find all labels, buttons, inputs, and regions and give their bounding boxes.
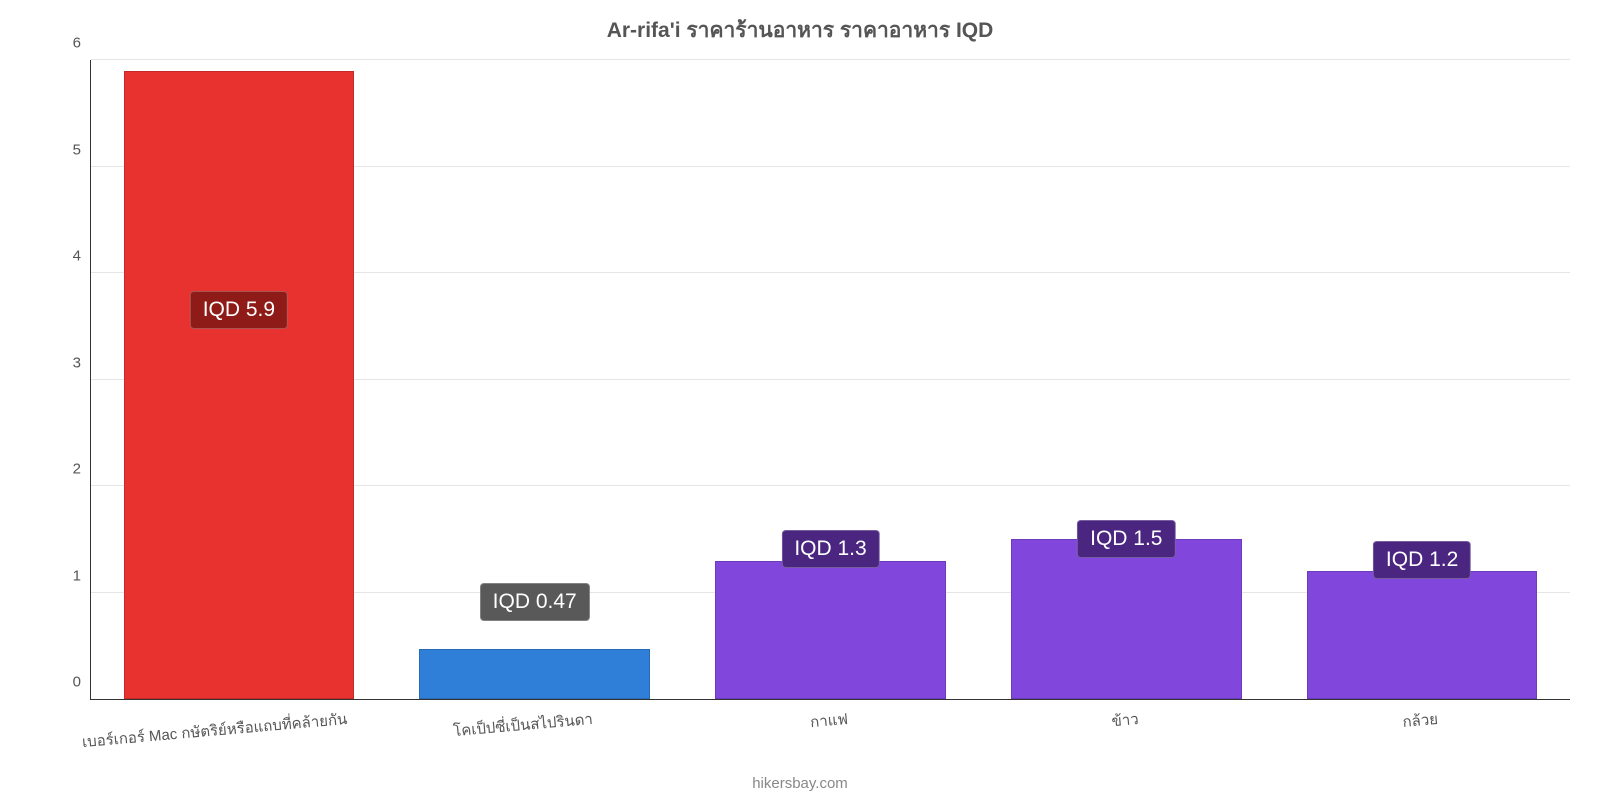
bar	[1011, 539, 1242, 699]
chart-title: Ar-rifa'i ราคาร้านอาหาร ราคาอาหาร IQD	[0, 0, 1600, 47]
y-tick-label: 6	[73, 35, 91, 52]
y-tick-label: 0	[73, 674, 91, 691]
chart-plot-area: 0123456IQD 5.9เบอร์เกอร์ Mac กษัตริย์หรื…	[90, 60, 1570, 700]
bar-value-label: IQD 1.3	[781, 530, 879, 568]
x-tick-label: เบอร์เกอร์ Mac กษัตริย์หรือแถบที่คล้ายกั…	[80, 699, 348, 754]
attribution-text: hikersbay.com	[0, 775, 1600, 792]
y-tick-label: 5	[73, 141, 91, 158]
x-tick-label: กาแฟ	[808, 699, 848, 734]
bar	[124, 71, 355, 699]
bar-value-label: IQD 1.5	[1077, 520, 1175, 558]
x-tick-label: กล้วย	[1401, 699, 1439, 734]
plot-region: 0123456IQD 5.9เบอร์เกอร์ Mac กษัตริย์หรื…	[90, 60, 1570, 700]
bar	[715, 561, 946, 699]
bar-value-label: IQD 5.9	[190, 291, 288, 329]
y-tick-label: 1	[73, 567, 91, 584]
y-tick-label: 4	[73, 248, 91, 265]
x-tick-label: ข้าว	[1110, 699, 1140, 733]
gridline	[91, 59, 1570, 60]
y-tick-label: 3	[73, 354, 91, 371]
bar-value-label: IQD 0.47	[480, 583, 590, 621]
bar	[419, 649, 650, 699]
y-tick-label: 2	[73, 461, 91, 478]
x-tick-label: โคเป็ปซี่เป็นสไปรินดา	[451, 699, 593, 743]
bar	[1307, 571, 1538, 699]
bar-value-label: IQD 1.2	[1373, 541, 1471, 579]
